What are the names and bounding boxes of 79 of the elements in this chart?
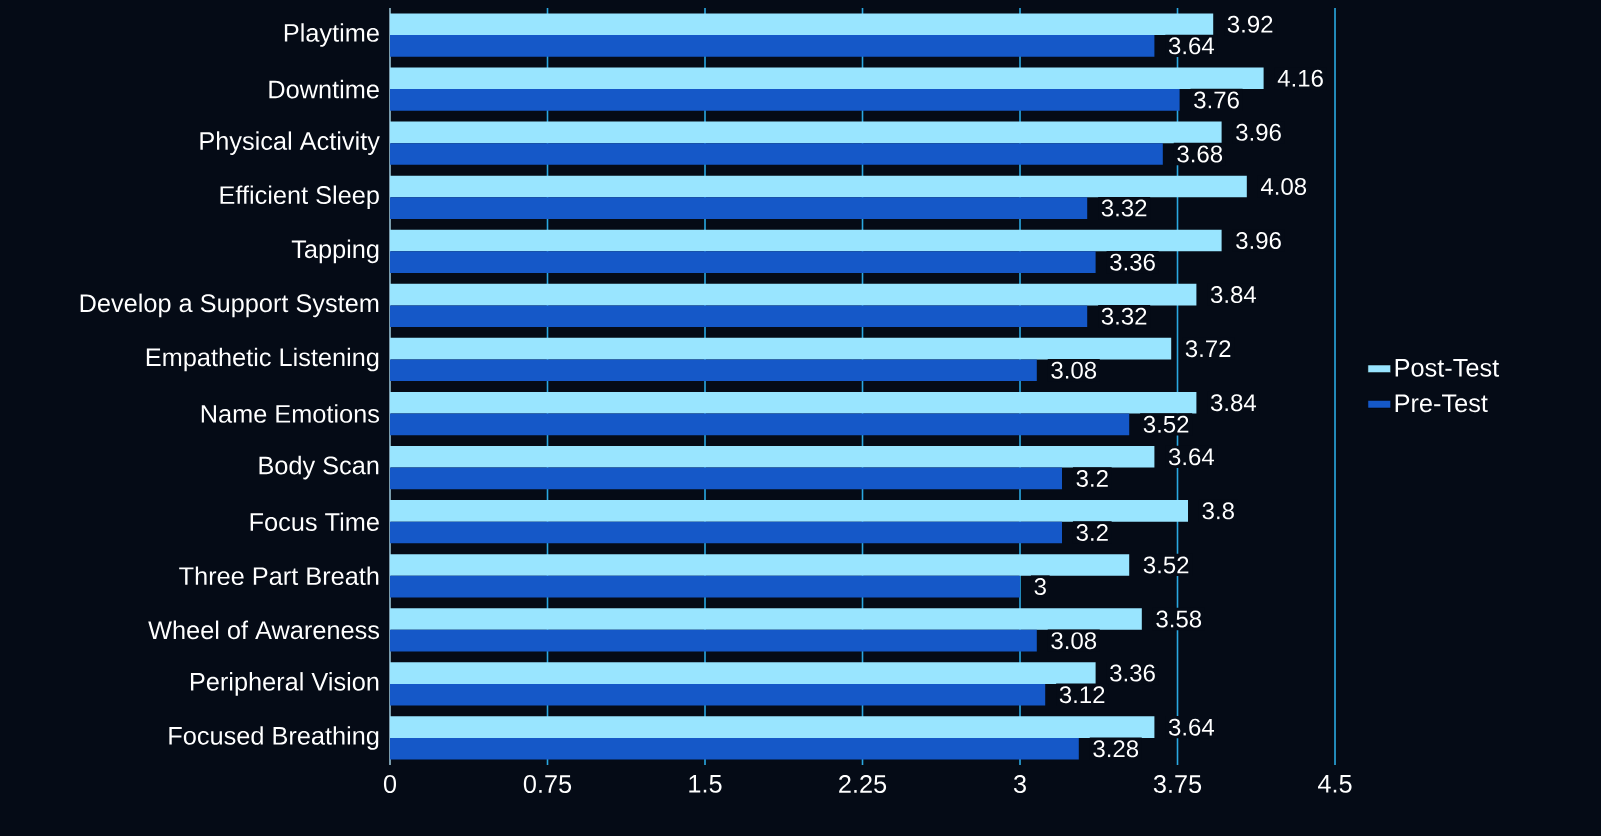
bar xyxy=(390,716,1155,738)
data-label: 3.12 xyxy=(1059,686,1105,704)
data-label: 3.96 xyxy=(1236,123,1281,141)
data-label: 3.64 xyxy=(1168,37,1215,55)
bar xyxy=(390,35,1155,57)
y-tick-label: Playtime xyxy=(284,23,379,47)
bar xyxy=(390,359,1037,382)
y-tick-label: Downtime xyxy=(269,79,379,99)
data-label: 3.2 xyxy=(1076,523,1108,541)
bar xyxy=(390,175,1247,198)
y-tick-label: Focus Time xyxy=(250,512,379,531)
data-label: 3.64 xyxy=(1168,718,1215,736)
data-label: 3.28 xyxy=(1093,740,1139,758)
legend-label: Pre-Test xyxy=(1395,394,1488,413)
data-label: 3.96 xyxy=(1236,232,1281,250)
y-tick-label: Develop a Support System xyxy=(80,293,379,318)
data-label: 3.2 xyxy=(1076,469,1108,487)
data-label: 3.36 xyxy=(1110,253,1155,271)
data-label: 4.16 xyxy=(1277,69,1323,87)
bar xyxy=(390,467,1063,490)
bar xyxy=(390,608,1142,630)
bar xyxy=(390,662,1096,684)
x-tick-label: 3 xyxy=(1013,775,1026,793)
data-label: 3.52 xyxy=(1143,556,1189,574)
x-tick-label: 4.5 xyxy=(1317,775,1352,793)
bar xyxy=(390,391,1197,414)
bar xyxy=(390,413,1130,436)
bar xyxy=(390,500,1189,522)
x-tick-label: 2.25 xyxy=(839,775,887,793)
bar xyxy=(390,143,1163,165)
data-label: 3.84 xyxy=(1210,286,1257,304)
data-label: 3.36 xyxy=(1110,664,1155,682)
bar xyxy=(390,629,1037,652)
data-label: 3.52 xyxy=(1143,415,1189,433)
bar xyxy=(390,229,1222,252)
data-label: 3.32 xyxy=(1101,199,1147,217)
x-tick-label: 3.75 xyxy=(1153,775,1202,793)
y-tick-label: Focused Breathing xyxy=(169,726,379,750)
data-label: 3.08 xyxy=(1051,361,1097,379)
bar xyxy=(390,121,1222,144)
data-label: 3.72 xyxy=(1185,340,1231,358)
bar xyxy=(390,13,1214,36)
data-label: 3.84 xyxy=(1210,394,1257,412)
data-label: 3.08 xyxy=(1051,632,1097,650)
y-tick-label: Three Part Breath xyxy=(179,566,379,586)
bar xyxy=(390,683,1046,706)
bar xyxy=(390,197,1088,219)
y-tick-label: Empathetic Listening xyxy=(146,347,379,372)
y-tick-label: Wheel of Awareness xyxy=(148,620,380,640)
bar xyxy=(390,305,1088,328)
y-tick-label: Peripheral Vision xyxy=(190,672,379,696)
y-tick-label: Tapping xyxy=(291,239,379,264)
y-tick-label: Physical Activity xyxy=(200,131,380,155)
y-tick-label: Name Emotions xyxy=(201,404,379,423)
data-label: 3 xyxy=(1034,578,1046,596)
legend-label: Post-Test xyxy=(1395,359,1500,377)
data-label: 3.68 xyxy=(1177,145,1223,163)
bar xyxy=(390,337,1172,360)
data-label: 3.92 xyxy=(1227,15,1273,33)
y-tick-label: Efficient Sleep xyxy=(220,185,379,210)
data-label: 3.76 xyxy=(1194,91,1239,109)
data-label: 3.58 xyxy=(1156,610,1202,628)
y-tick-label: Body Scan xyxy=(259,455,379,480)
bar xyxy=(390,445,1155,468)
bar xyxy=(390,737,1079,760)
data-label: 3.8 xyxy=(1202,502,1234,520)
bar xyxy=(390,67,1264,90)
bar xyxy=(390,575,1021,598)
x-tick-label: 0 xyxy=(383,775,397,793)
bar xyxy=(390,283,1197,306)
x-tick-label: 0.75 xyxy=(523,775,572,793)
data-label: 3.32 xyxy=(1101,307,1147,325)
data-label: 3.64 xyxy=(1168,448,1215,466)
data-label: 4.08 xyxy=(1260,177,1307,195)
bar xyxy=(390,554,1130,576)
bar xyxy=(390,89,1180,111)
bar xyxy=(390,251,1096,273)
bar xyxy=(390,521,1063,544)
x-tick-label: 1.5 xyxy=(689,775,722,793)
